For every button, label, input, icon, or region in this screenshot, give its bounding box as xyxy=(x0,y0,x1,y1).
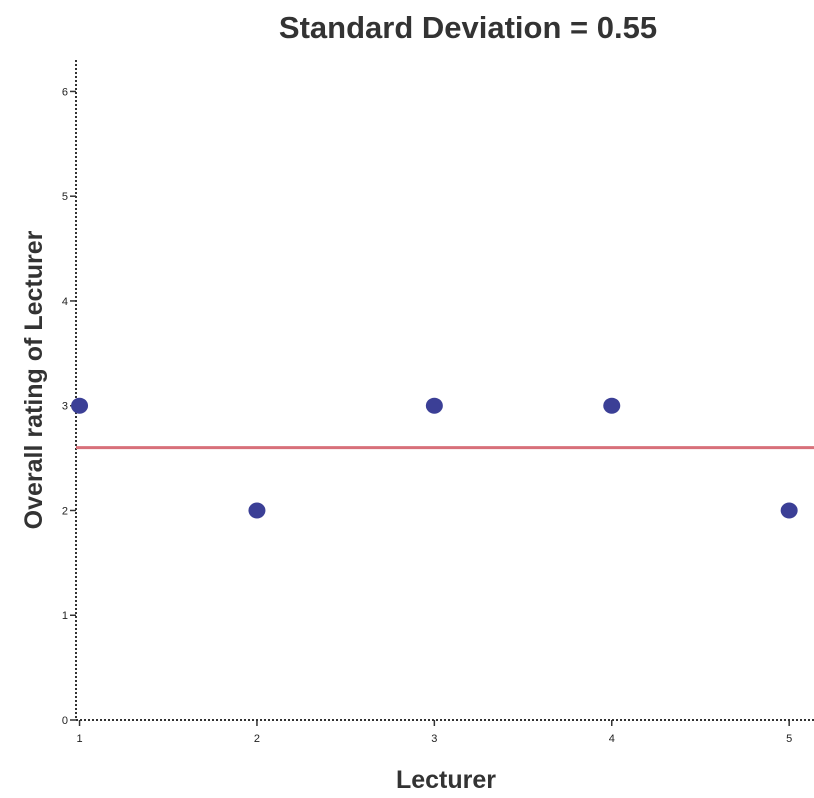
x-tick-label: 5 xyxy=(786,733,792,745)
y-tick-label: 3 xyxy=(62,401,68,413)
y-tick-label: 1 xyxy=(62,610,68,622)
x-axis-label: Lecturer xyxy=(396,766,496,794)
chart-title: Standard Deviation = 0.55 xyxy=(279,10,657,45)
data-point xyxy=(425,397,443,414)
y-axis-label: Overall rating of Lecturer xyxy=(20,230,48,529)
x-tick-label: 2 xyxy=(254,733,260,745)
data-point xyxy=(603,397,621,414)
y-tick-label: 4 xyxy=(62,296,68,308)
y-tick-label: 5 xyxy=(62,191,68,203)
data-point xyxy=(71,397,89,414)
x-tick-label: 4 xyxy=(609,733,615,745)
x-tick-label: 3 xyxy=(431,733,437,745)
data-point xyxy=(248,502,266,519)
y-tick-label: 6 xyxy=(62,86,68,98)
y-tick-label: 2 xyxy=(62,505,68,517)
y-tick-label: 0 xyxy=(62,715,68,727)
data-point xyxy=(780,502,798,519)
x-tick-label: 1 xyxy=(76,733,82,745)
